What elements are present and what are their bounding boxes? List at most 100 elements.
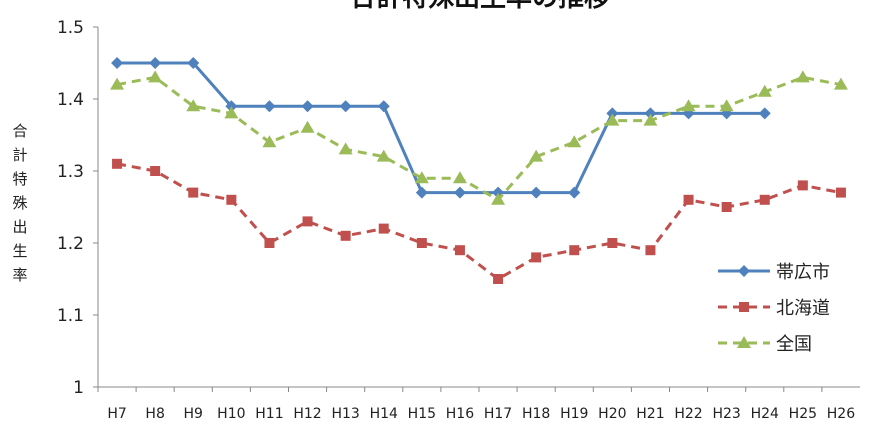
data-point (644, 107, 657, 120)
data-point (111, 57, 124, 69)
data-point (569, 245, 580, 256)
y-axis-title-char: 殊 (12, 194, 27, 212)
y-tick-label: 1.2 (57, 234, 84, 254)
data-point (224, 106, 239, 119)
y-axis-title-char: 合 (12, 122, 27, 140)
data-point (607, 238, 618, 248)
data-point (530, 186, 543, 199)
data-point (148, 70, 163, 83)
x-tick-label: H20 (598, 406, 626, 421)
data-point (226, 194, 237, 205)
y-axis-title-char: 出 (12, 218, 27, 236)
data-point (493, 274, 504, 284)
legend-item: 全国 (718, 334, 812, 355)
data-point (683, 194, 694, 205)
data-point (378, 223, 389, 234)
x-tick-label: H13 (331, 406, 359, 421)
data-point (605, 113, 620, 126)
data-point (529, 149, 544, 162)
data-point (188, 187, 199, 198)
data-point (187, 57, 200, 69)
y-tick-label: 1 (73, 378, 84, 398)
data-point (491, 192, 506, 205)
data-point (721, 202, 732, 212)
x-tick-label: H24 (751, 406, 779, 421)
data-point (300, 120, 315, 133)
x-tick-label: H19 (560, 406, 588, 421)
data-point (454, 245, 465, 256)
series-line (116, 162, 842, 281)
y-axis-title-char: 率 (12, 266, 27, 284)
axes: 1 1.1 1.2 1.3 1.4 1.5 H7 H8 H9 H10 H11 H12 H13 H14 H15… (57, 18, 860, 421)
data-point (415, 186, 428, 199)
data-point (833, 77, 848, 90)
data-point (758, 107, 771, 120)
data-point (759, 194, 770, 205)
data-point (606, 107, 619, 120)
data-point (719, 99, 734, 112)
x-tick-label: H26 (827, 406, 855, 421)
legend-label: 北海道 (776, 298, 830, 319)
data-point (264, 238, 275, 248)
data-point (795, 70, 810, 83)
legend-item: 帯広市 (718, 262, 830, 283)
data-point (645, 245, 656, 256)
data-point (737, 336, 751, 348)
series-group (110, 57, 848, 284)
data-point (376, 149, 391, 162)
data-point (568, 186, 581, 199)
legend-item: 北海道 (718, 298, 830, 319)
data-point (835, 187, 846, 198)
data-point (416, 238, 427, 248)
data-point (302, 216, 313, 227)
data-point (453, 186, 466, 199)
data-point (339, 100, 352, 113)
x-tick-label: H21 (636, 406, 664, 421)
data-point (377, 100, 390, 113)
y-axis-title-char: 特 (12, 170, 27, 188)
series-line (116, 75, 842, 202)
data-point (263, 100, 276, 113)
x-tick-label: H15 (408, 406, 436, 421)
x-tick-label: H11 (255, 406, 283, 421)
data-point (739, 302, 749, 312)
series-2 (110, 70, 848, 205)
x-tick-label: H25 (789, 406, 817, 421)
data-point (797, 180, 808, 191)
x-tick-label: H17 (484, 406, 512, 421)
x-tick-label: H18 (522, 406, 550, 421)
data-point (225, 100, 238, 113)
y-tick-label: 1.5 (57, 18, 84, 38)
data-point (414, 171, 429, 184)
data-point (186, 99, 201, 112)
series-1 (112, 158, 846, 284)
data-point (738, 265, 750, 277)
x-tick-label: H9 (184, 406, 203, 421)
legend-label: 全国 (776, 334, 812, 355)
data-point (110, 77, 125, 90)
x-tick-label: H12 (293, 406, 321, 421)
series-0 (111, 57, 771, 199)
data-point (150, 166, 161, 176)
data-point (149, 57, 162, 69)
data-point (262, 135, 277, 148)
legend-label: 帯広市 (776, 262, 830, 283)
data-point (531, 252, 542, 263)
series-line (117, 61, 765, 195)
y-axis-title-char: 計 (12, 146, 27, 164)
data-point (452, 171, 467, 184)
x-tick-label: H23 (712, 406, 740, 421)
data-point (681, 99, 696, 112)
x-tick-label: H8 (145, 406, 164, 421)
x-tick-label: H16 (446, 406, 474, 421)
y-axis-title-char: 生 (12, 242, 27, 260)
x-tick-label: H22 (674, 406, 702, 421)
chart-title: 合計特殊出生率の推移 (350, 0, 610, 13)
data-point (112, 158, 123, 169)
data-point (643, 113, 658, 126)
x-tick-label: H7 (107, 406, 126, 421)
data-point (301, 100, 314, 113)
